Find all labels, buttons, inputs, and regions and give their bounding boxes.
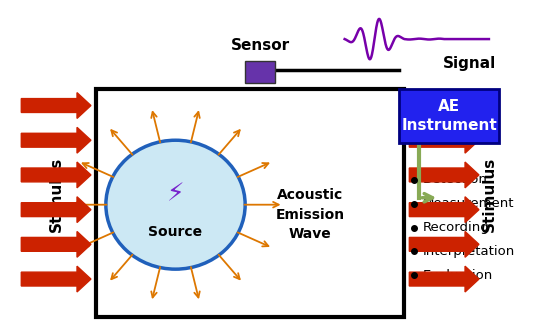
FancyArrow shape bbox=[409, 93, 479, 118]
Text: AE
Instrument: AE Instrument bbox=[402, 98, 497, 133]
Text: Detection: Detection bbox=[422, 173, 487, 186]
Text: Measurement: Measurement bbox=[422, 197, 514, 210]
Text: Stimulus: Stimulus bbox=[48, 157, 64, 233]
Text: Stimulus: Stimulus bbox=[481, 157, 497, 233]
FancyArrow shape bbox=[21, 197, 91, 222]
FancyArrow shape bbox=[409, 266, 479, 292]
FancyArrow shape bbox=[409, 162, 479, 188]
Text: Sensor: Sensor bbox=[230, 38, 290, 53]
FancyArrow shape bbox=[409, 197, 479, 222]
Text: Recording: Recording bbox=[422, 221, 489, 234]
FancyArrow shape bbox=[409, 127, 479, 153]
FancyArrow shape bbox=[21, 232, 91, 257]
Text: Source: Source bbox=[148, 225, 202, 240]
Text: ⚡: ⚡ bbox=[167, 183, 184, 207]
Text: Signal: Signal bbox=[442, 56, 496, 71]
Text: Evaluation: Evaluation bbox=[422, 268, 492, 282]
Text: Acoustic
Emission
Wave: Acoustic Emission Wave bbox=[275, 188, 344, 241]
Bar bbox=[399, 89, 499, 143]
FancyArrow shape bbox=[21, 127, 91, 153]
FancyArrow shape bbox=[21, 162, 91, 188]
FancyArrow shape bbox=[409, 232, 479, 257]
Text: Interpretation: Interpretation bbox=[422, 245, 514, 258]
Bar bbox=[96, 89, 404, 317]
FancyArrow shape bbox=[21, 93, 91, 118]
FancyArrow shape bbox=[21, 266, 91, 292]
Bar bbox=[245, 61, 275, 83]
Ellipse shape bbox=[106, 140, 245, 269]
